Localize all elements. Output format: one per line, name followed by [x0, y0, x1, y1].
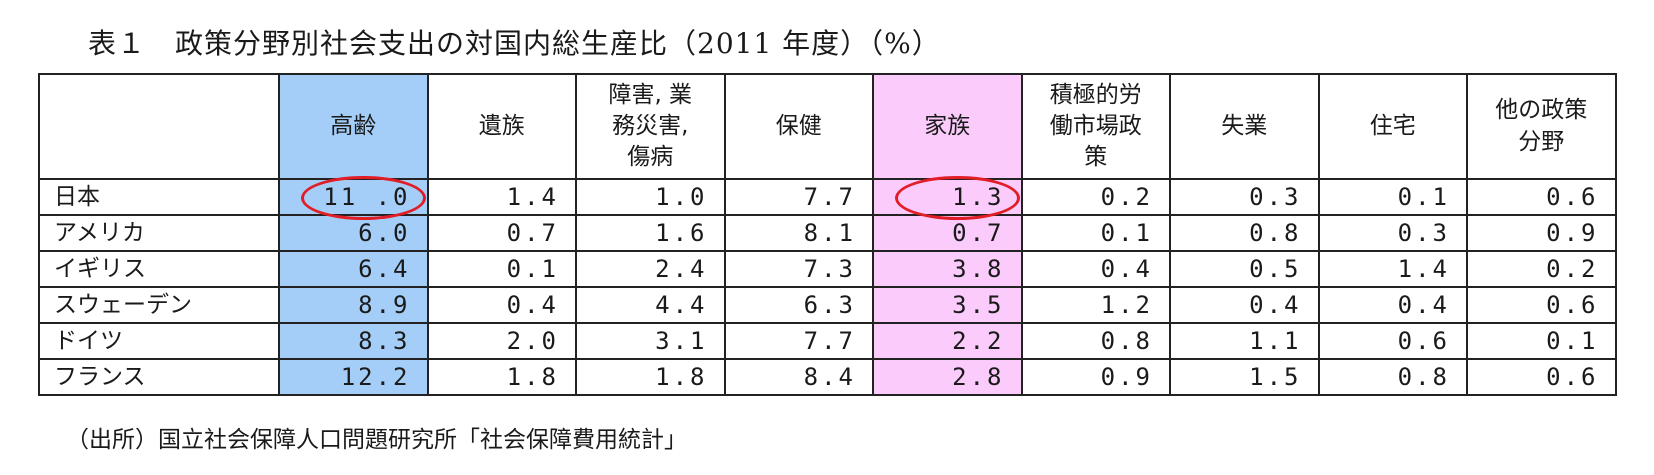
header-cell-health: 保健: [723, 73, 874, 180]
value-cell: 0.6: [1466, 286, 1617, 324]
value-cell: 8.1: [723, 214, 874, 252]
social-expenditure-table: 高齢 遺族 障害, 業 務災害, 傷病 保健 家族 積極的労 働市場政 策 失業…: [38, 73, 1617, 396]
value-cell: 1.1: [1169, 322, 1320, 360]
header-cell-unemployment: 失業: [1169, 73, 1320, 180]
value-cell: 1.4: [1317, 250, 1468, 288]
value-cell: 0.9: [1466, 214, 1617, 252]
value-cell: 1.8: [575, 358, 726, 396]
value-cell: 1.2: [1020, 286, 1171, 324]
value-cell: 1.3: [872, 178, 1023, 216]
value-cell: 3.8: [872, 250, 1023, 288]
value-cell: 1.6: [575, 214, 726, 252]
value-cell: 0.4: [1169, 286, 1320, 324]
country-cell: 日本: [38, 178, 280, 216]
value-cell: 2.4: [575, 250, 726, 288]
header-label: 障害, 業 務災害, 傷病: [608, 81, 693, 171]
value-cell: 8.9: [278, 286, 429, 324]
value-cell: 12.2: [278, 358, 429, 396]
value-cell: 0.1: [1466, 322, 1617, 360]
table-row: フランス 12.2 1.8 1.8 8.4 2.8 0.9 1.5 0.8 0.6: [38, 358, 1617, 396]
table-row: 日本 11 .0 1.4 1.0 7.7 1.3 0.2 0.3 0.1 0.6: [38, 178, 1617, 216]
value-cell: 2.0: [426, 322, 577, 360]
table-title: 表１ 政策分野別社会支出の対国内総生産比（2011 年度）（%）: [88, 27, 941, 60]
value-cell: 6.3: [723, 286, 874, 324]
value-cell: 0.4: [1317, 286, 1468, 324]
header-cell-aged: 高齢: [278, 73, 429, 180]
header-label: 他の政策 分野: [1495, 97, 1588, 155]
header-cell-other: 他の政策 分野: [1466, 73, 1617, 180]
table-row: イギリス 6.4 0.1 2.4 7.3 3.8 0.4 0.5 1.4 0.2: [38, 250, 1617, 288]
value-cell: 7.7: [723, 322, 874, 360]
value-cell: 3.1: [575, 322, 726, 360]
table-row: アメリカ 6.0 0.7 1.6 8.1 0.7 0.1 0.8 0.3 0.9: [38, 214, 1617, 252]
value-cell: 1.4: [426, 178, 577, 216]
value-cell: 0.7: [426, 214, 577, 252]
country-cell: イギリス: [38, 250, 280, 288]
header-cell-incapacity: 障害, 業 務災害, 傷病: [575, 73, 726, 180]
country-cell: フランス: [38, 358, 280, 396]
value-cell: 0.6: [1317, 322, 1468, 360]
value-cell: 8.3: [278, 322, 429, 360]
country-cell: スウェーデン: [38, 286, 280, 324]
header-label: 積極的労 働市場政 策: [1049, 81, 1142, 171]
value-cell: 0.4: [426, 286, 577, 324]
value-cell: 2.2: [872, 322, 1023, 360]
value-cell: 0.9: [1020, 358, 1171, 396]
table-body: 日本 11 .0 1.4 1.0 7.7 1.3 0.2 0.3 0.1 0.6 アメリカ 6.0 0.…: [38, 178, 1617, 396]
value-cell: 8.4: [723, 358, 874, 396]
value-cell: 0.8: [1020, 322, 1171, 360]
value-cell: 4.4: [575, 286, 726, 324]
value-cell: 0.7: [872, 214, 1023, 252]
value-cell: 0.8: [1169, 214, 1320, 252]
value-cell: 0.2: [1466, 250, 1617, 288]
header-cell-active-labour: 積極的労 働市場政 策: [1020, 73, 1171, 180]
value-cell: 7.7: [723, 178, 874, 216]
value-cell: 1.5: [1169, 358, 1320, 396]
header-label: 失業: [1221, 112, 1268, 139]
value-cell: 0.6: [1466, 178, 1617, 216]
value-cell: 0.3: [1317, 214, 1468, 252]
value-cell: 0.2: [1020, 178, 1171, 216]
value-cell: 3.5: [872, 286, 1023, 324]
value-cell: 0.4: [1020, 250, 1171, 288]
value-cell: 2.8: [872, 358, 1023, 396]
value-cell: 7.3: [723, 250, 874, 288]
header-cell-country: [38, 73, 280, 180]
header-cell-family: 家族: [872, 73, 1023, 180]
table-row: ドイツ 8.3 2.0 3.1 7.7 2.2 0.8 1.1 0.6 0.1: [38, 322, 1617, 360]
source-note: （出所）国立社会保障人口問題研究所「社会保障費用統計」: [66, 427, 687, 453]
value-cell: 1.0: [575, 178, 726, 216]
value-cell: 0.1: [1317, 178, 1468, 216]
header-label: 高齢: [330, 112, 377, 139]
value-cell: 0.1: [1020, 214, 1171, 252]
value-cell: 1.8: [426, 358, 577, 396]
value-cell: 0.6: [1466, 358, 1617, 396]
header-row: 高齢 遺族 障害, 業 務災害, 傷病 保健 家族 積極的労 働市場政 策 失業…: [38, 73, 1617, 180]
table-row: スウェーデン 8.9 0.4 4.4 6.3 3.5 1.2 0.4 0.4 0.6: [38, 286, 1617, 324]
country-cell: アメリカ: [38, 214, 280, 252]
value-cell: 11 .0: [278, 178, 429, 216]
header-label: 保健: [775, 112, 822, 139]
value-cell: 0.3: [1169, 178, 1320, 216]
header-cell-survivors: 遺族: [426, 73, 577, 180]
header-label: 遺族: [478, 112, 525, 139]
header-cell-housing: 住宅: [1317, 73, 1468, 180]
value-cell: 0.1: [426, 250, 577, 288]
value-cell: 6.4: [278, 250, 429, 288]
header-label: 住宅: [1369, 112, 1416, 139]
header-label: 家族: [924, 112, 971, 139]
country-cell: ドイツ: [38, 322, 280, 360]
value-cell: 6.0: [278, 214, 429, 252]
value-cell: 0.5: [1169, 250, 1320, 288]
value-cell: 0.8: [1317, 358, 1468, 396]
